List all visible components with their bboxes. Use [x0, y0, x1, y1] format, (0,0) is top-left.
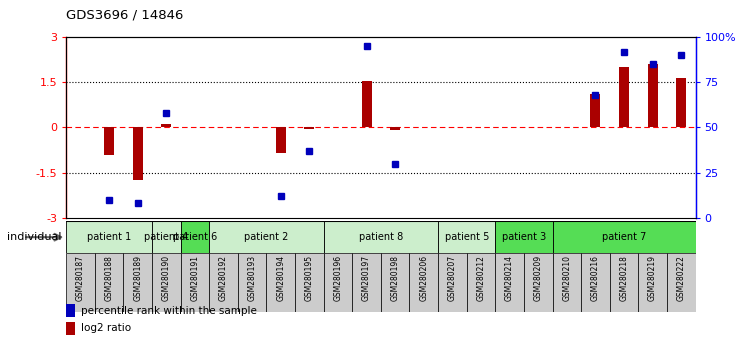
Bar [581, 253, 609, 312]
Text: patient 1: patient 1 [87, 232, 131, 242]
Bar [95, 253, 124, 312]
Bar [324, 253, 353, 312]
Bar [132, 127, 143, 180]
Text: GSM280194: GSM280194 [276, 255, 286, 301]
Bar [390, 127, 400, 130]
Bar [209, 221, 324, 253]
Text: GSM280212: GSM280212 [476, 255, 486, 301]
Text: patient 2: patient 2 [244, 232, 289, 242]
Bar [238, 253, 266, 312]
Bar [66, 253, 95, 312]
Bar [276, 127, 286, 153]
Text: GSM280210: GSM280210 [562, 255, 571, 301]
Text: GSM280218: GSM280218 [620, 255, 629, 301]
Text: GSM280206: GSM280206 [420, 255, 428, 301]
Bar [161, 124, 171, 127]
Text: patient 7: patient 7 [602, 232, 646, 242]
Bar [553, 253, 581, 312]
Text: log2 ratio: log2 ratio [81, 323, 131, 333]
Bar [495, 221, 553, 253]
Text: patient 8: patient 8 [358, 232, 403, 242]
Text: GSM280209: GSM280209 [534, 255, 542, 301]
Bar [667, 253, 696, 312]
Bar [124, 253, 152, 312]
Bar [66, 221, 152, 253]
Bar [553, 221, 696, 253]
Bar [305, 127, 314, 129]
Text: GSM280195: GSM280195 [305, 255, 314, 301]
Text: patient 3: patient 3 [502, 232, 546, 242]
Bar [638, 253, 667, 312]
Text: GSM280216: GSM280216 [591, 255, 600, 301]
Bar [609, 253, 638, 312]
Text: GSM280193: GSM280193 [247, 255, 257, 301]
Bar [676, 78, 686, 127]
Text: GDS3696 / 14846: GDS3696 / 14846 [66, 9, 183, 22]
Bar [409, 253, 438, 312]
Text: GSM280189: GSM280189 [133, 255, 142, 301]
Text: GSM280222: GSM280222 [676, 255, 686, 301]
Bar [361, 81, 372, 127]
Text: GSM280188: GSM280188 [105, 255, 113, 301]
Bar [180, 253, 209, 312]
Text: percentile rank within the sample: percentile rank within the sample [81, 306, 257, 316]
Text: GSM280192: GSM280192 [219, 255, 228, 301]
Bar [495, 253, 524, 312]
Text: GSM280191: GSM280191 [191, 255, 199, 301]
Bar [648, 64, 658, 127]
Text: GSM280197: GSM280197 [362, 255, 371, 301]
Bar [266, 253, 295, 312]
Bar [104, 127, 114, 154]
Bar [180, 221, 209, 253]
Text: patient 4: patient 4 [144, 232, 188, 242]
Bar [619, 67, 629, 127]
Text: GSM280214: GSM280214 [505, 255, 514, 301]
Bar [438, 221, 495, 253]
Text: patient 5: patient 5 [445, 232, 489, 242]
Bar [467, 253, 495, 312]
Text: GSM280196: GSM280196 [333, 255, 342, 301]
Text: patient 6: patient 6 [173, 232, 217, 242]
Text: GSM280187: GSM280187 [76, 255, 85, 301]
Bar [524, 253, 553, 312]
Text: GSM280198: GSM280198 [391, 255, 400, 301]
Text: GSM280207: GSM280207 [448, 255, 457, 301]
Bar [438, 253, 467, 312]
Bar [209, 253, 238, 312]
Bar [590, 95, 601, 127]
Bar [152, 253, 180, 312]
Bar [381, 253, 409, 312]
Bar [353, 253, 381, 312]
Bar [324, 221, 438, 253]
Text: GSM280219: GSM280219 [648, 255, 657, 301]
Text: individual: individual [7, 232, 62, 242]
Text: GSM280190: GSM280190 [162, 255, 171, 301]
Bar [295, 253, 324, 312]
Bar [152, 221, 180, 253]
